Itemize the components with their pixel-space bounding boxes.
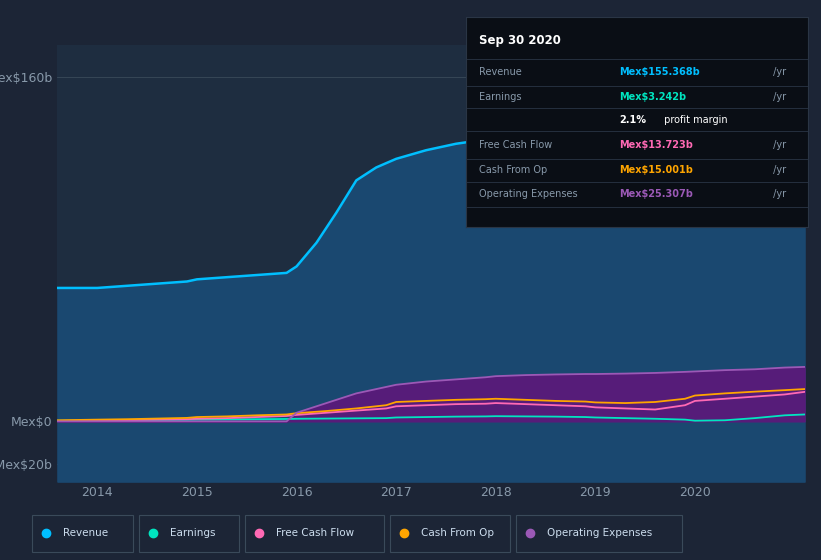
- Text: Earnings: Earnings: [170, 529, 215, 538]
- Text: Sep 30 2020: Sep 30 2020: [479, 34, 561, 46]
- Text: /yr: /yr: [770, 67, 787, 77]
- FancyBboxPatch shape: [139, 515, 239, 552]
- Text: Revenue: Revenue: [479, 67, 522, 77]
- FancyBboxPatch shape: [391, 515, 510, 552]
- Text: Operating Expenses: Operating Expenses: [479, 189, 578, 199]
- Text: Free Cash Flow: Free Cash Flow: [479, 140, 553, 150]
- Text: Mex$13.723b: Mex$13.723b: [620, 140, 694, 150]
- Text: Mex$25.307b: Mex$25.307b: [620, 189, 694, 199]
- Text: /yr: /yr: [770, 165, 787, 175]
- Text: Mex$155.368b: Mex$155.368b: [620, 67, 700, 77]
- Text: Cash From Op: Cash From Op: [479, 165, 548, 175]
- Text: Operating Expenses: Operating Expenses: [547, 529, 653, 538]
- Text: Cash From Op: Cash From Op: [421, 529, 494, 538]
- Text: Free Cash Flow: Free Cash Flow: [276, 529, 355, 538]
- Text: Mex$15.001b: Mex$15.001b: [620, 165, 694, 175]
- FancyBboxPatch shape: [245, 515, 384, 552]
- FancyBboxPatch shape: [32, 515, 133, 552]
- Text: 2.1%: 2.1%: [620, 115, 647, 125]
- Text: Earnings: Earnings: [479, 92, 521, 102]
- Text: profit margin: profit margin: [661, 115, 727, 125]
- Text: /yr: /yr: [770, 189, 787, 199]
- Text: Mex$3.242b: Mex$3.242b: [620, 92, 686, 102]
- Text: Revenue: Revenue: [63, 529, 108, 538]
- Text: /yr: /yr: [770, 140, 787, 150]
- FancyBboxPatch shape: [516, 515, 682, 552]
- Text: /yr: /yr: [770, 92, 787, 102]
